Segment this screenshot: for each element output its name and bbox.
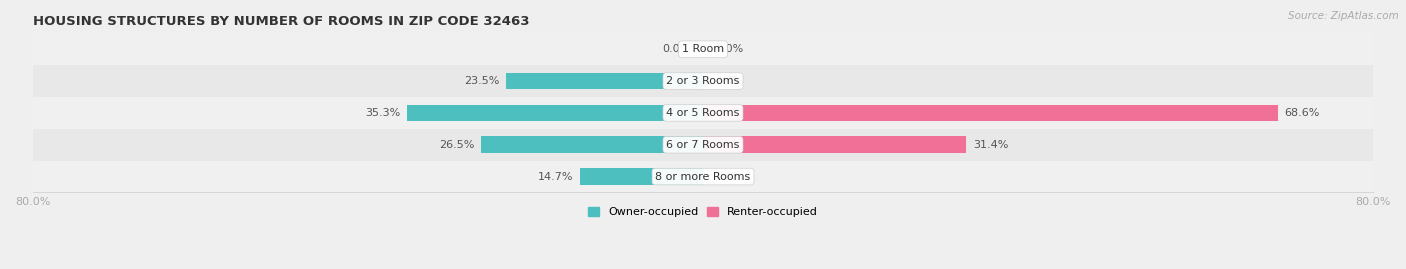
Bar <box>32 97 1374 129</box>
Text: 1 Room: 1 Room <box>682 44 724 54</box>
Text: 0.0%: 0.0% <box>716 172 744 182</box>
Text: 31.4%: 31.4% <box>973 140 1008 150</box>
Text: 4 or 5 Rooms: 4 or 5 Rooms <box>666 108 740 118</box>
Text: HOUSING STRUCTURES BY NUMBER OF ROOMS IN ZIP CODE 32463: HOUSING STRUCTURES BY NUMBER OF ROOMS IN… <box>32 15 529 28</box>
Bar <box>32 33 1374 65</box>
Bar <box>579 168 703 185</box>
Text: 8 or more Rooms: 8 or more Rooms <box>655 172 751 182</box>
Bar <box>32 129 1374 161</box>
Text: 35.3%: 35.3% <box>366 108 401 118</box>
Bar <box>32 65 1374 97</box>
Text: 23.5%: 23.5% <box>464 76 499 86</box>
Text: 26.5%: 26.5% <box>439 140 474 150</box>
Text: 14.7%: 14.7% <box>537 172 574 182</box>
Text: 0.0%: 0.0% <box>716 76 744 86</box>
Text: 6 or 7 Rooms: 6 or 7 Rooms <box>666 140 740 150</box>
Bar <box>481 136 703 153</box>
Bar <box>32 161 1374 192</box>
Text: 68.6%: 68.6% <box>1285 108 1320 118</box>
Text: Source: ZipAtlas.com: Source: ZipAtlas.com <box>1288 11 1399 21</box>
Text: 0.0%: 0.0% <box>716 44 744 54</box>
Bar <box>703 105 1278 121</box>
Bar <box>506 73 703 89</box>
Text: 2 or 3 Rooms: 2 or 3 Rooms <box>666 76 740 86</box>
Text: 0.0%: 0.0% <box>662 44 690 54</box>
Legend: Owner-occupied, Renter-occupied: Owner-occupied, Renter-occupied <box>583 203 823 222</box>
Bar <box>703 136 966 153</box>
Bar <box>408 105 703 121</box>
